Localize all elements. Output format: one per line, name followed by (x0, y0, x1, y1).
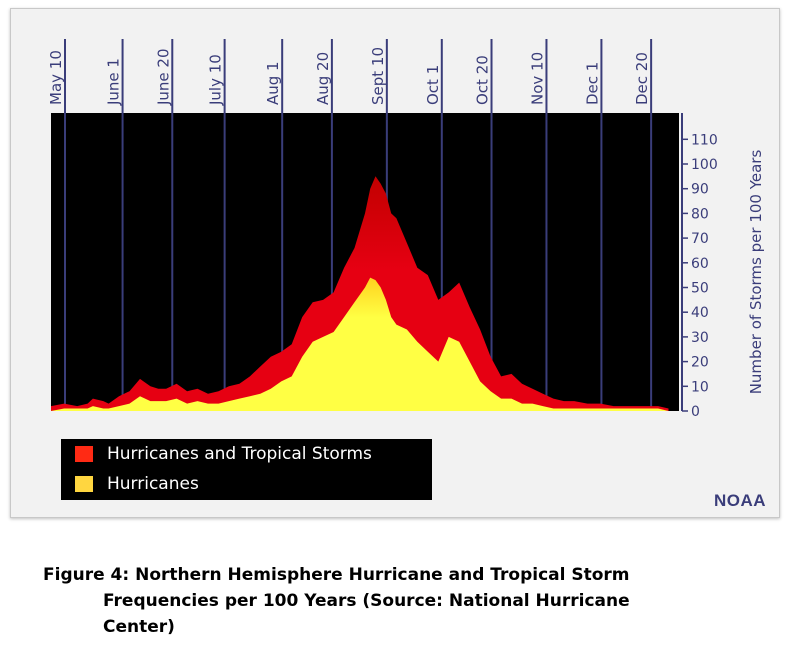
date-tick-label: Dec 1 (583, 62, 601, 105)
legend-item-total: Hurricanes and Tropical Storms (75, 442, 372, 466)
date-tick-label: Dec 20 (633, 52, 651, 105)
y-tick-label: 30 (691, 330, 709, 346)
series-area-hurricanes (51, 277, 669, 411)
date-tick-label: July 10 (207, 54, 225, 106)
y-tick-label: 10 (691, 379, 709, 395)
date-tick-label: Aug 1 (264, 61, 282, 105)
date-tick-label: Aug 20 (314, 52, 332, 105)
caption-line-3: Center) (103, 617, 175, 637)
legend-swatch-hurricanes (75, 476, 93, 492)
date-tick-label: Nov 10 (528, 52, 546, 105)
caption-line-2: Frequencies per 100 Years (Source: Natio… (103, 591, 630, 611)
series-area-hurricanes-and-tropical-storms (51, 176, 669, 411)
figure-frame: May 10 June 1 June 20 July 10 Aug 1 Aug 20 Sep… (10, 8, 780, 518)
legend-swatch-total (75, 446, 93, 462)
date-tick-label: June 1 (105, 58, 123, 106)
y-tick-label: 80 (691, 206, 709, 222)
date-tick-label: May 10 (47, 50, 65, 105)
y-tick-label: 50 (691, 281, 709, 297)
y-tick-label: 0 (691, 404, 700, 420)
y-tick-label: 90 (691, 182, 709, 198)
chart-legend: Hurricanes and Tropical Storms Hurricane… (61, 439, 432, 500)
storm-frequency-chart: May 10 June 1 June 20 July 10 Aug 1 Aug 20 Sep… (47, 39, 765, 420)
figure-caption: Figure 4: Northern Hemisphere Hurricane … (43, 562, 783, 640)
date-tick-label: Sept 10 (369, 47, 387, 105)
noaa-credit: NOAA (714, 491, 767, 510)
legend-label-hurricanes: Hurricanes (107, 474, 199, 494)
y-tick-label: 100 (691, 157, 718, 173)
caption-line-1: Figure 4: Northern Hemisphere Hurricane … (43, 565, 630, 585)
y-tick-label: 70 (691, 231, 709, 247)
y-axis-title: Number of Storms per 100 Years (747, 150, 765, 395)
y-tick-label: 110 (691, 132, 718, 148)
legend-item-hurricanes: Hurricanes (75, 472, 199, 496)
legend-label-total: Hurricanes and Tropical Storms (107, 444, 372, 464)
y-tick-label: 40 (691, 305, 709, 321)
date-tick-label: Oct 1 (424, 65, 442, 105)
date-tick-label: Oct 20 (474, 55, 492, 105)
date-tick-label: June 20 (154, 48, 172, 106)
y-tick-label: 20 (691, 355, 709, 371)
y-tick-label: 60 (691, 256, 709, 272)
